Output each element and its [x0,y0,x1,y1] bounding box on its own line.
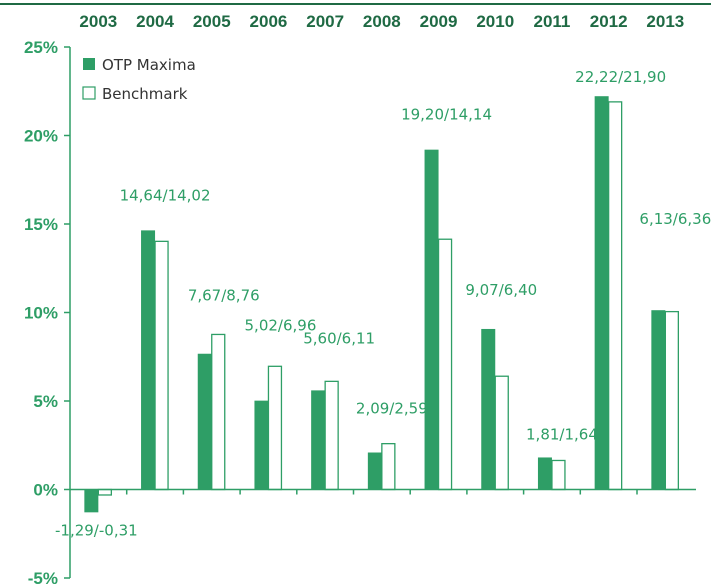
data-label: 5,02/6,96 [245,316,317,334]
legend-label-benchmark: Benchmark [102,85,188,103]
data-label: 14,64/14,02 [120,186,211,204]
data-label: 7,67/8,76 [188,286,260,304]
bar-benchmark [154,240,169,491]
y-tick-label: 15% [24,215,58,234]
bar-benchmark [381,443,396,491]
bar-otp-maxima [537,457,552,490]
y-axis-ticks: 25% 20% 15% 10% 5% 0% -5% [24,38,70,587]
bar-benchmark [267,365,283,491]
bar-otp-maxima [311,390,326,490]
y-tick-label: 0% [33,481,58,500]
data-label: 9,07/6,40 [465,281,537,299]
data-label: 2,09/2,59 [356,400,428,418]
year-label: 2004 [136,12,174,31]
year-labels: 2003 2004 2005 2006 2007 2008 2009 2010 2011 2012… [79,12,684,31]
bar-otp-maxima [367,452,382,490]
bar-benchmark [324,380,339,491]
bar-benchmark [494,375,509,491]
legend-swatch-benchmark [82,86,96,100]
data-label: -1,29/-0,31 [55,522,138,540]
year-label: 2012 [590,12,628,31]
legend: OTP Maxima Benchmark [82,56,196,103]
data-labels: -1,29/-0,31 14,64/14,02 7,67/8,76 5,02/6,96… [55,68,711,539]
y-tick-label: 25% [24,38,58,57]
year-label: 2007 [306,12,344,31]
bar-otp-maxima [197,353,212,490]
data-label: 22,22/21,90 [575,68,666,86]
y-tick-label: 20% [24,127,58,146]
bar-otp-maxima [594,96,609,490]
bar-benchmark [551,459,566,491]
bar-benchmark [608,101,623,491]
y-tick-label: -5% [28,569,58,587]
year-label: 2008 [363,12,401,31]
year-label: 2010 [476,12,514,31]
year-label: 2013 [646,12,684,31]
bar-benchmark [211,333,226,491]
legend-label-otp-maxima: OTP Maxima [102,56,196,74]
bar-otp-maxima [141,230,156,490]
year-label: 2009 [420,12,458,31]
y-tick-label: 10% [24,304,58,323]
data-label: 5,60/6,11 [303,329,375,347]
data-label: 19,20/14,14 [401,106,492,124]
bar-otp-maxima [84,489,99,513]
data-label: 1,81/1,64 [526,425,598,443]
bar-benchmark [664,310,679,491]
bar-benchmark [437,238,453,491]
bar-otp-maxima [254,400,269,490]
bar-otp-maxima [424,149,439,490]
data-label: 6,13/6,36 [639,210,711,228]
bar-otp-maxima [651,310,666,490]
year-label: 2003 [79,12,117,31]
bar-otp-maxima [481,328,496,490]
year-label: 2006 [250,12,288,31]
year-label: 2011 [534,12,571,31]
bar-benchmark [97,488,112,496]
year-label: 2005 [193,12,231,31]
bars [84,96,679,513]
legend-swatch-otp-maxima [83,58,95,70]
y-tick-label: 5% [33,392,58,411]
